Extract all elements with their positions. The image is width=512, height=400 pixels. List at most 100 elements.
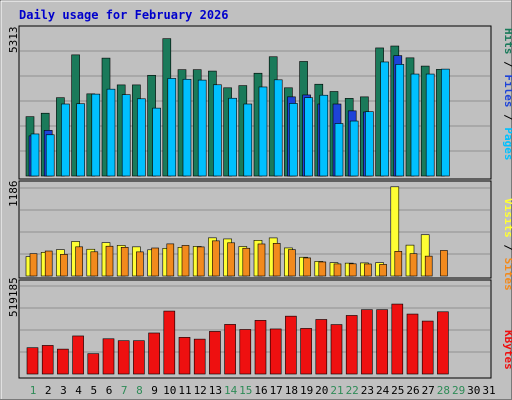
bar-sites-day-24 [379,264,387,277]
legend-token-kbytes: KBytes [502,330,512,370]
bar-kbytes-day-8 [133,340,145,375]
bar-sites-day-15 [242,247,251,277]
bar-sites-day-11 [181,245,190,277]
bar-kbytes-day-26 [406,313,419,375]
bar-kbytes-day-13 [209,331,221,375]
x-label-day-6: 6 [106,384,113,397]
x-label-day-27: 27 [422,384,435,397]
x-label-day-2: 2 [45,384,52,397]
bars [25,38,450,375]
x-label-day-4: 4 [75,384,82,397]
bar-pages-day-11 [182,78,192,177]
bar-sites-day-7 [120,246,129,277]
bar-sites-day-5 [90,251,99,277]
bar-pages-day-7 [121,94,131,177]
bar-pages-day-14 [228,97,237,177]
bar-pages-day-16 [258,86,268,177]
bar-pages-day-18 [289,103,298,177]
bar-kbytes-day-25 [391,303,404,375]
bar-sites-day-17 [272,243,281,277]
x-label-day-30: 30 [467,384,480,397]
bar-kbytes-day-3 [57,348,69,375]
x-label-day-19: 19 [300,384,313,397]
legend-token-hits: Hits [502,28,512,55]
x-label-day-3: 3 [60,384,67,397]
bar-kbytes-day-17 [269,328,282,375]
bar-kbytes-day-11 [178,337,191,375]
x-label-day-16: 16 [254,384,267,397]
bar-sites-day-6 [105,245,114,277]
bar-kbytes-day-6 [102,338,115,375]
x-label-day-26: 26 [406,384,419,397]
y-max-label-visits: 1186 [7,181,20,208]
bar-pages-day-1 [30,133,40,177]
bar-kbytes-day-22 [345,315,358,375]
bar-pages-day-6 [106,88,116,177]
y-max-label-hits: 5313 [7,27,20,54]
x-label-day-15: 15 [239,384,252,397]
x-label-day-1: 1 [30,384,37,397]
bar-sites-day-16 [257,243,266,277]
x-label-day-29: 29 [452,384,465,397]
bar-pages-day-21 [334,123,344,177]
x-label-day-12: 12 [194,384,207,397]
chart-title: Daily usage for February 2026 [19,8,229,22]
bar-sites-day-18 [288,249,296,277]
bar-pages-day-10 [167,78,177,177]
bar-kbytes-day-7 [117,340,130,375]
x-label-day-28: 28 [437,384,450,397]
x-label-day-13: 13 [209,384,222,397]
bar-kbytes-day-12 [193,338,206,375]
bar-sites-day-27 [424,255,433,277]
bar-kbytes-day-14 [224,324,236,375]
bar-kbytes-day-20 [315,319,328,375]
bar-sites-day-23 [364,263,372,277]
bar-pages-day-19 [304,97,313,177]
bar-sites-day-20 [318,261,327,277]
x-label-day-22: 22 [346,384,359,397]
x-label-day-5: 5 [90,384,97,397]
bar-kbytes-day-16 [254,320,267,375]
bar-pages-day-12 [197,79,207,177]
legend-token-visits: Visits [502,198,512,238]
bar-kbytes-day-24 [376,309,388,375]
legend-kbytes: KBytes [502,330,512,370]
bar-pages-day-22 [349,120,359,177]
bar-pages-day-17 [273,79,283,177]
x-label-day-8: 8 [136,384,143,397]
legend-token-pages: Pages [502,127,512,160]
bar-sites-day-9 [151,247,159,277]
bar-kbytes-day-4 [72,335,84,375]
bar-kbytes-day-5 [87,353,100,375]
bar-sites-day-13 [212,240,220,277]
bar-sites-day-10 [166,243,175,277]
bar-kbytes-day-1 [26,347,39,375]
bar-kbytes-day-18 [285,315,297,375]
bar-sites-day-22 [348,263,357,277]
bar-sites-day-8 [136,251,144,277]
bar-sites-day-2 [44,250,53,277]
bar-kbytes-day-21 [330,324,343,375]
bar-kbytes-day-15 [239,329,252,375]
x-label-day-20: 20 [315,384,328,397]
x-label-day-23: 23 [361,384,374,397]
legend-sep-3: / [502,244,512,251]
bar-pages-day-28 [441,68,450,177]
bar-pages-day-25 [395,64,405,177]
bar-sites-day-14 [227,242,235,277]
bar-kbytes-day-9 [148,332,160,375]
bar-kbytes-day-2 [41,345,54,375]
bar-sites-day-3 [60,254,68,277]
bar-pages-day-26 [410,73,420,177]
x-label-day-11: 11 [178,384,191,397]
bar-pages-day-24 [380,61,389,177]
legend-token-files: Files [502,74,512,107]
bar-pages-day-20 [319,94,329,177]
x-label-day-7: 7 [121,384,128,397]
bar-pages-day-13 [213,84,222,177]
bar-pages-day-15 [243,103,253,177]
bar-sites-day-25 [394,251,403,277]
x-label-day-31: 31 [482,384,495,397]
